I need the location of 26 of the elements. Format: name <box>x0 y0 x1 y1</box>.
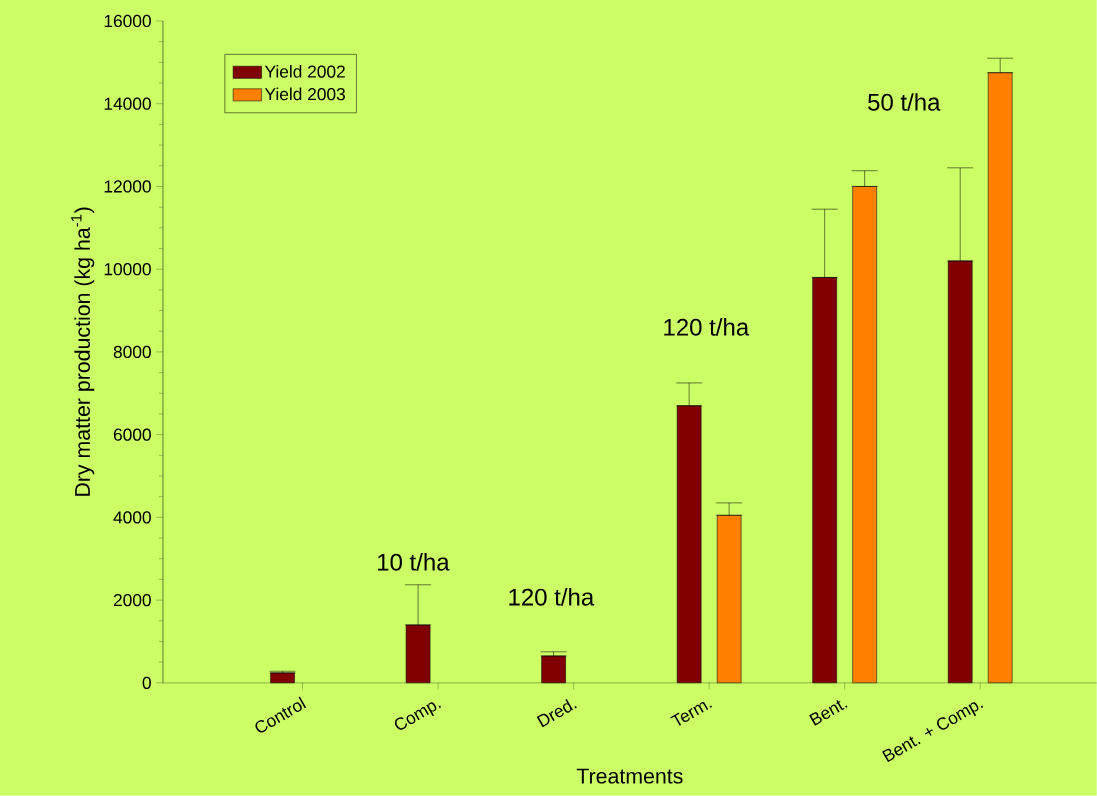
y-tick-label: 8000 <box>113 345 151 359</box>
annotation: 50 t/ha <box>868 93 941 111</box>
bar <box>541 655 566 684</box>
y-tick-label: 4000 <box>113 511 151 524</box>
y-axis-title: Dry matter production (kg ha$^{-1}$) <box>71 207 95 496</box>
x-tick-label: Term. <box>670 702 713 726</box>
legend-label: Yield 2002 <box>264 65 345 78</box>
y-tick-label: 12000 <box>104 180 151 193</box>
x-tick-label: Comp. <box>394 702 442 730</box>
bar <box>270 672 295 684</box>
y-tick-label: 16000 <box>104 14 151 28</box>
y-tick-label: 2000 <box>113 594 151 607</box>
annotation: 120 t/ha <box>664 318 750 336</box>
annotation: 120 t/ha <box>509 588 595 606</box>
y-tick-label: 6000 <box>113 428 151 441</box>
y-tick-label: 0 <box>142 676 151 690</box>
bar <box>405 624 431 684</box>
legend-label: Yield 2003 <box>264 87 345 101</box>
x-tick-label: Dred. <box>536 699 577 728</box>
x-tick-label: Bent. <box>809 700 848 726</box>
annotation: 10 t/ha <box>378 553 450 571</box>
x-tick-label: Bent. + Comp. <box>882 702 984 763</box>
y-tick-label: 14000 <box>104 97 151 110</box>
y-tick-label: 10000 <box>104 263 151 276</box>
x-axis-title: Treatments <box>576 768 683 784</box>
bar <box>947 260 973 684</box>
